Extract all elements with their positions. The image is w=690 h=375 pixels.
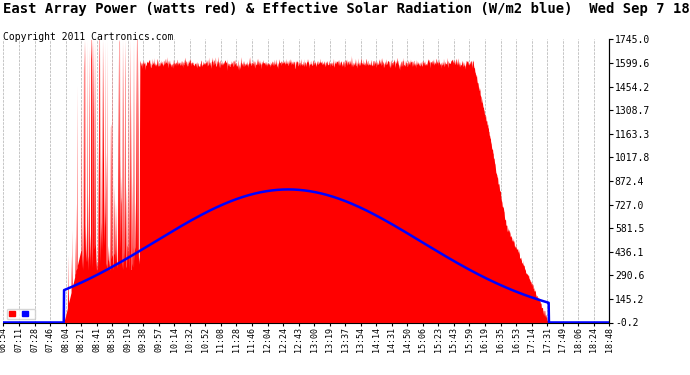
Text: Copyright 2011 Cartronics.com: Copyright 2011 Cartronics.com (3, 32, 174, 42)
Text: East Array Power (watts red) & Effective Solar Radiation (W/m2 blue)  Wed Sep 7 : East Array Power (watts red) & Effective… (3, 2, 690, 16)
Legend: , : , (7, 309, 35, 319)
